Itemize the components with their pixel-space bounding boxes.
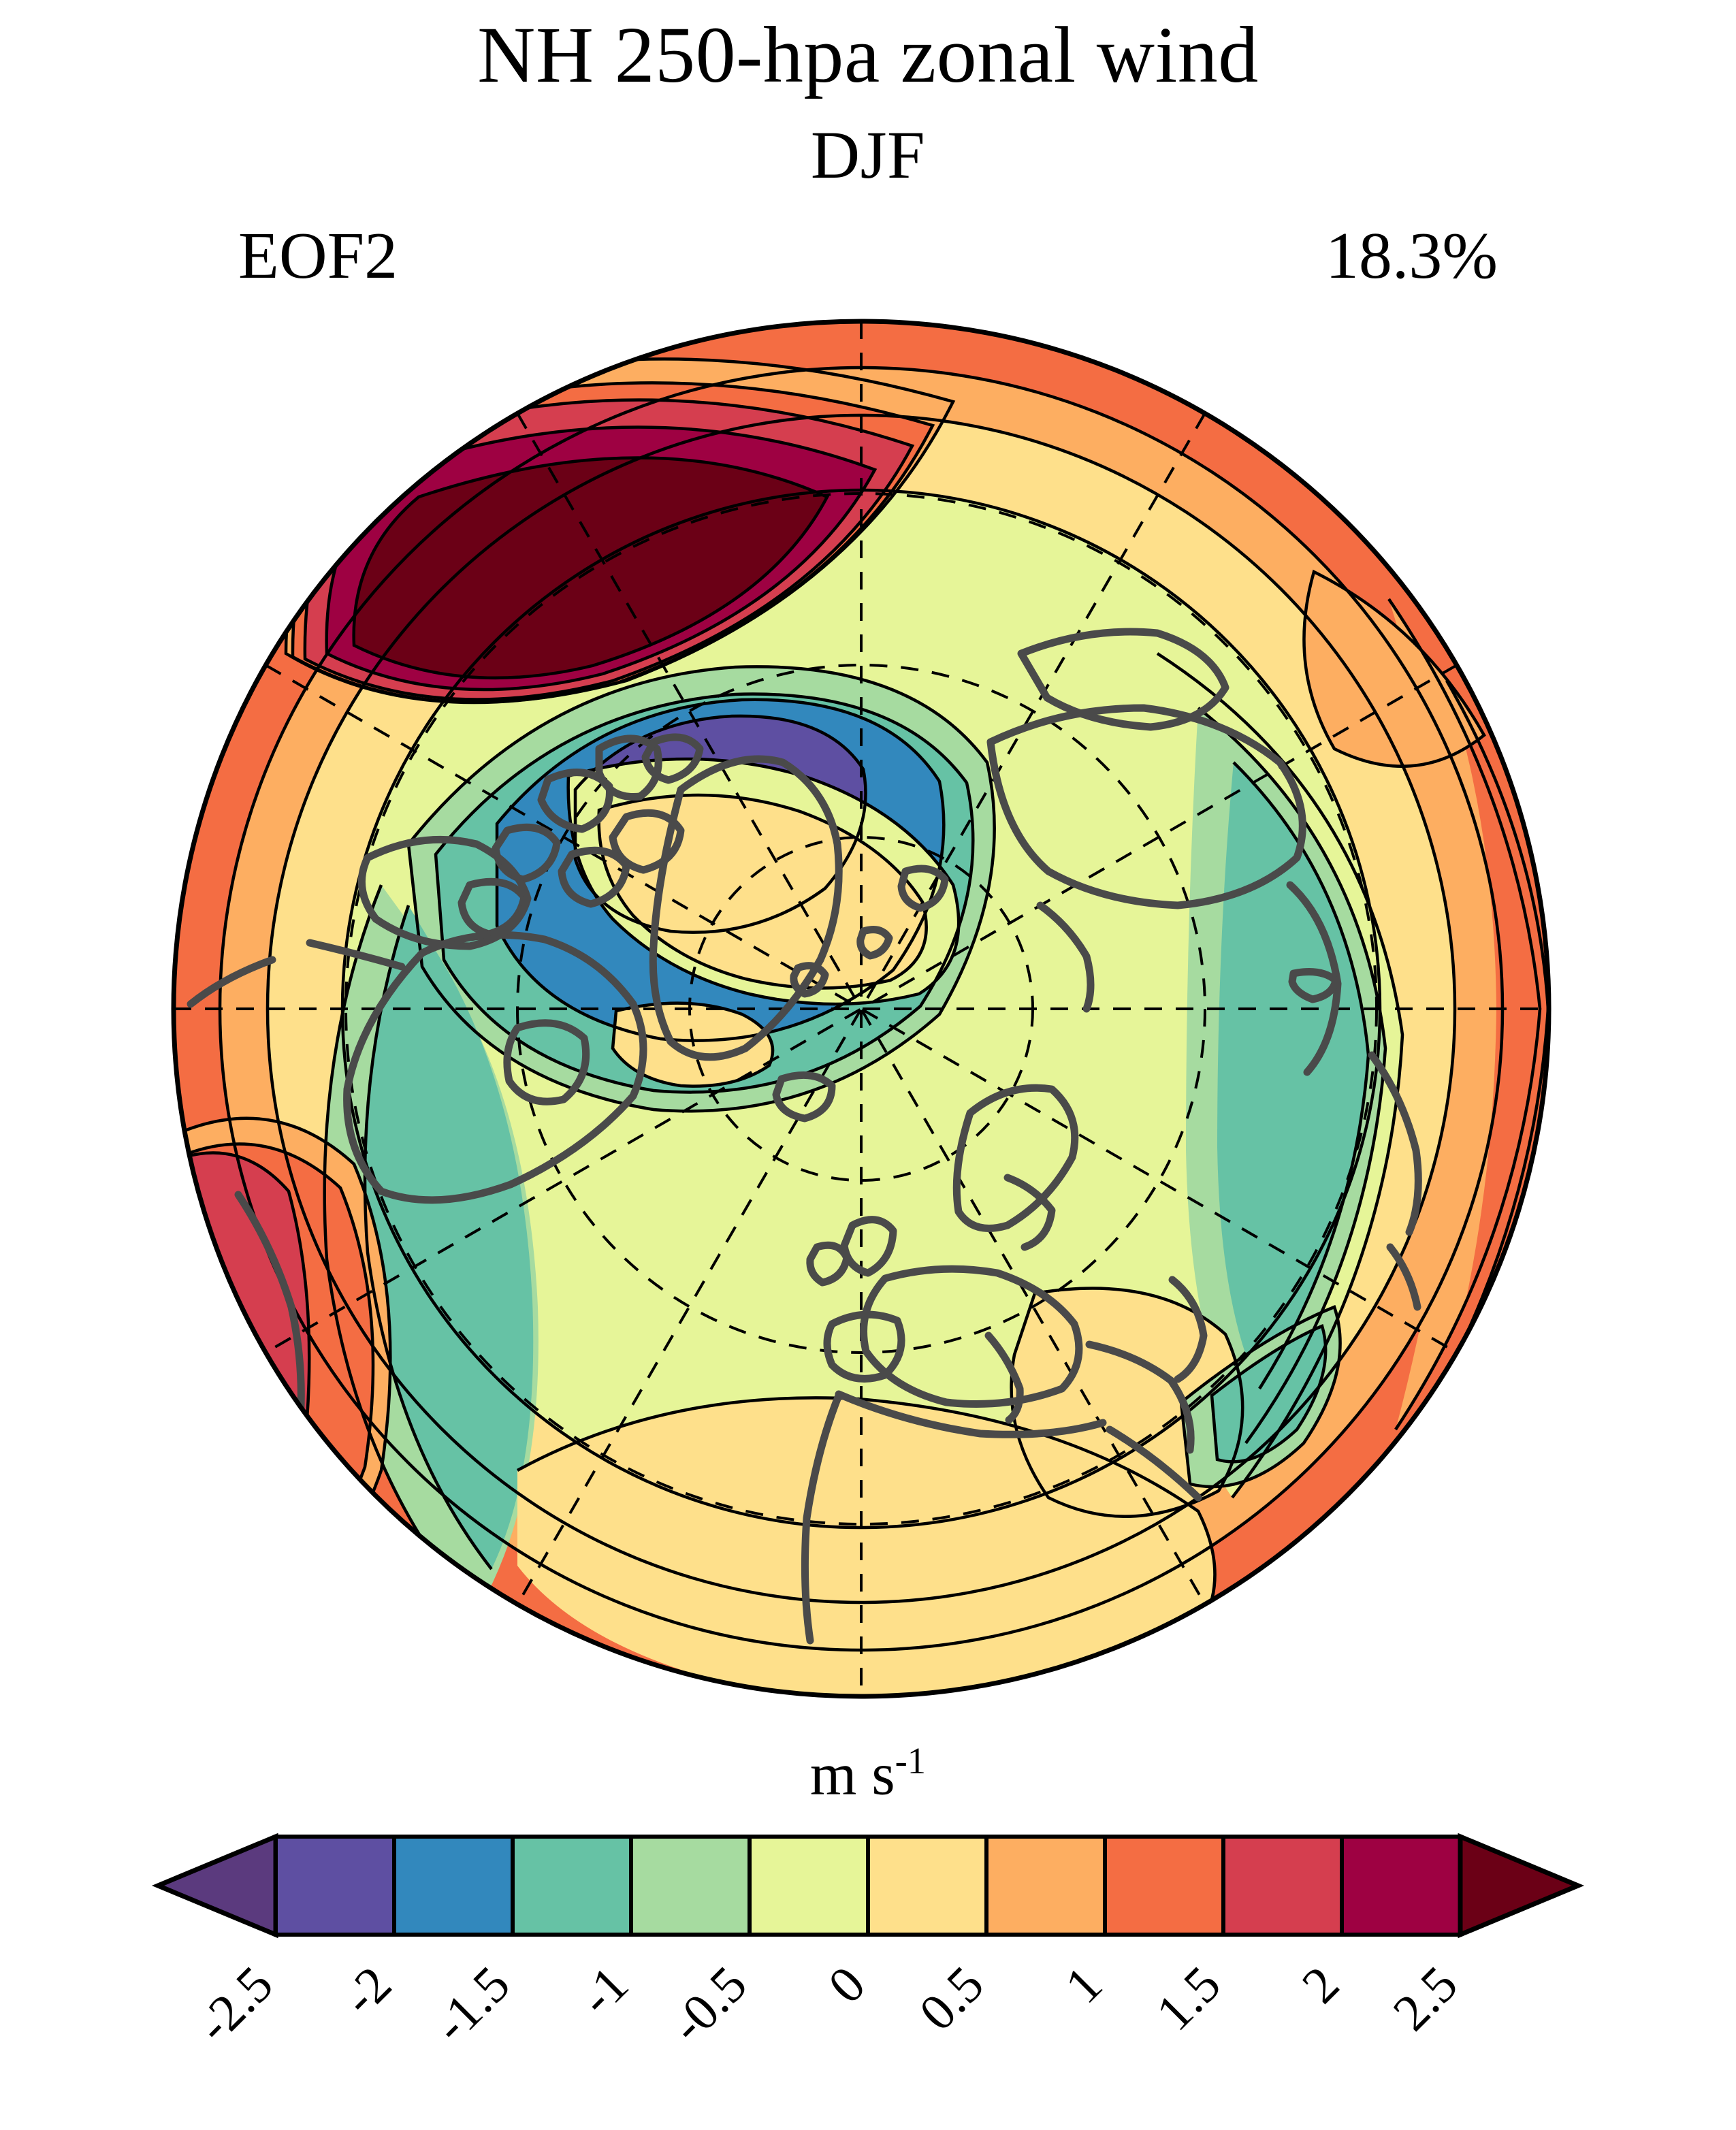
polar-map-container — [0, 272, 1736, 1756]
colorbar-tick-label: -1.5 — [423, 1956, 521, 2054]
colorbar-unit-exponent: -1 — [895, 1740, 927, 1781]
colorbar-container: m s-1 -2.5 -2 -1.5 -1 -0.5 0 0.5 1 1.5 2 2.5 — [0, 1740, 1736, 2124]
colorbar-extend-max-arrow — [1458, 1833, 1585, 1939]
colorbar-tick-label: 1.5 — [1145, 1956, 1232, 2042]
colorbar-tick-label: -1 — [568, 1956, 639, 2027]
colorbar-band[interactable] — [392, 1835, 515, 1937]
colorbar-band[interactable] — [1340, 1835, 1462, 1937]
colorbar-band[interactable] — [629, 1835, 752, 1937]
colorbar-tick-label: 0.5 — [908, 1956, 995, 2042]
colorbar-band[interactable] — [866, 1835, 988, 1937]
colorbar-tick-label: 2.5 — [1382, 1956, 1468, 2042]
colorbar-unit-text: m s — [809, 1741, 895, 1808]
page-title: NH 250-hpa zonal wind — [477, 10, 1259, 99]
colorbar-band[interactable] — [274, 1835, 396, 1937]
colorbar[interactable]: -2.5 -2 -1.5 -1 -0.5 0 0.5 1 1.5 2 2.5 — [0, 1831, 1736, 2124]
colorbar-tick-label: -0.5 — [660, 1956, 758, 2054]
contour-fill-layer — [174, 321, 1549, 1696]
colorbar-band[interactable] — [511, 1835, 633, 1937]
colorbar-extend-min-arrow — [151, 1833, 278, 1939]
colorbar-unit-label: m s-1 — [0, 1740, 1736, 1808]
eof-mode-label: EOF2 — [238, 219, 398, 293]
polar-stereographic-map — [171, 319, 1552, 1699]
colorbar-tick-label: -2.5 — [186, 1956, 284, 2054]
colorbar-band[interactable] — [748, 1835, 870, 1937]
colorbar-tick-label: 1 — [1055, 1956, 1113, 2014]
colorbar-band[interactable] — [1103, 1835, 1225, 1937]
season-subtitle: DJF — [810, 117, 926, 193]
variance-explained-label: 18.3% — [1325, 219, 1498, 293]
colorbar-band[interactable] — [984, 1835, 1107, 1937]
colorbar-tick-label: 0 — [818, 1956, 876, 2014]
graticule-layer — [176, 323, 1547, 1694]
colorbar-band[interactable] — [1221, 1835, 1344, 1937]
colorbar-cells[interactable] — [151, 1833, 1585, 1939]
colorbar-tick-label: -2 — [332, 1956, 402, 2027]
map-boundary-circle — [171, 319, 1552, 1699]
colorbar-tick-label: 2 — [1291, 1956, 1350, 2014]
colorbar-tick-labels: -2.5 -2 -1.5 -1 -0.5 0 0.5 1 1.5 2 2.5 — [186, 1956, 1468, 2054]
